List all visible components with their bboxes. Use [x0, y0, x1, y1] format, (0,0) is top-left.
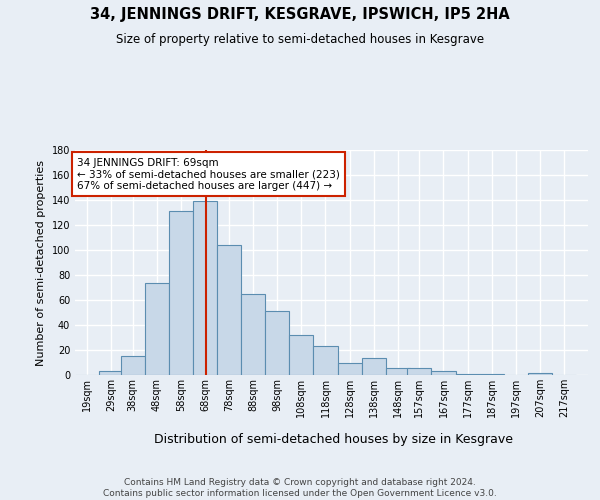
Bar	[121, 356, 145, 375]
Text: Contains HM Land Registry data © Crown copyright and database right 2024.
Contai: Contains HM Land Registry data © Crown c…	[103, 478, 497, 498]
Bar	[431, 371, 455, 375]
Bar	[313, 346, 338, 375]
Bar	[338, 362, 362, 375]
Text: 34, JENNINGS DRIFT, KESGRAVE, IPSWICH, IP5 2HA: 34, JENNINGS DRIFT, KESGRAVE, IPSWICH, I…	[90, 8, 510, 22]
Bar	[386, 368, 410, 375]
Text: Size of property relative to semi-detached houses in Kesgrave: Size of property relative to semi-detach…	[116, 32, 484, 46]
Bar	[217, 245, 241, 375]
Bar	[241, 294, 265, 375]
Y-axis label: Number of semi-detached properties: Number of semi-detached properties	[36, 160, 46, 366]
Bar	[99, 371, 123, 375]
Bar	[193, 201, 217, 375]
Bar	[145, 282, 169, 375]
Bar	[407, 368, 431, 375]
Text: 34 JENNINGS DRIFT: 69sqm
← 33% of semi-detached houses are smaller (223)
67% of : 34 JENNINGS DRIFT: 69sqm ← 33% of semi-d…	[77, 158, 340, 190]
Bar	[265, 311, 289, 375]
Bar	[479, 374, 504, 375]
Text: Distribution of semi-detached houses by size in Kesgrave: Distribution of semi-detached houses by …	[154, 432, 512, 446]
Bar	[169, 211, 193, 375]
Bar	[289, 335, 313, 375]
Bar	[455, 374, 479, 375]
Bar	[362, 358, 386, 375]
Bar	[528, 372, 552, 375]
